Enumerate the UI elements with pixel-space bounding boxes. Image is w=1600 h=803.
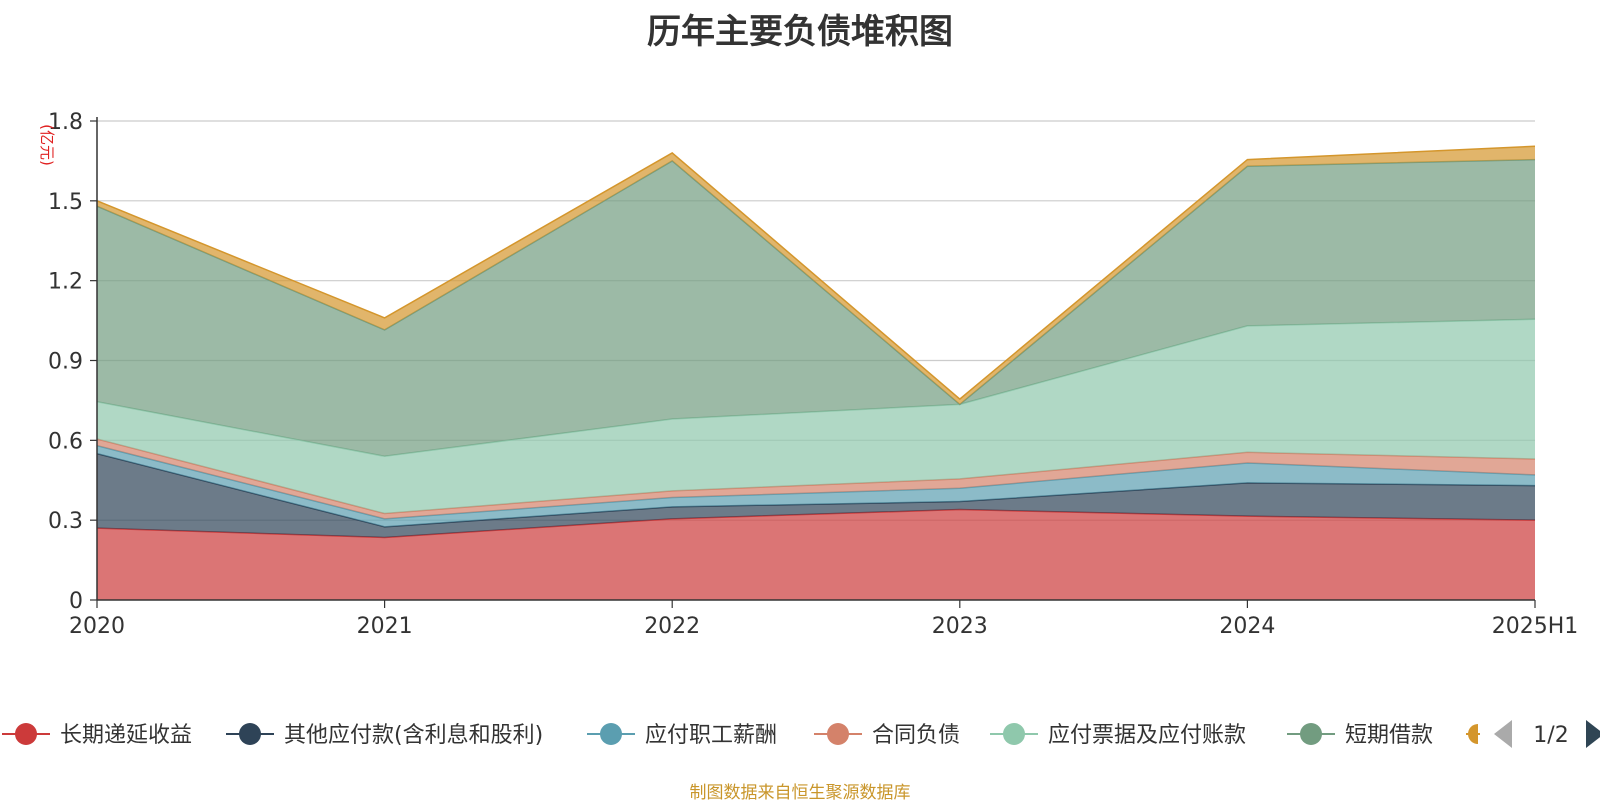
area-series-layer xyxy=(96,145,1536,600)
legend-label: 其他应付款(含利息和股利) xyxy=(284,723,543,748)
legend-label: 合同负债 xyxy=(872,723,960,748)
x-tick-label: 2020 xyxy=(69,614,125,639)
area-其他应付款(含利息和股利) xyxy=(97,453,1535,538)
x-tick-label: 2024 xyxy=(1219,614,1275,639)
y-unit-label: (亿元) xyxy=(38,124,56,166)
legend-item: 应付票据及应付账款 xyxy=(990,723,1246,748)
legend-marker xyxy=(1300,723,1322,745)
legend-marker xyxy=(15,723,37,745)
area-应付票据及应付账款 xyxy=(97,319,1535,514)
legend-page-indicator: 1/2 xyxy=(1533,723,1568,748)
y-tick-label: 0 xyxy=(69,589,83,614)
legend: 长期递延收益 其他应付款(含利息和股利) 应付职工薪酬 合同负债 应付票据及应付账款 短期… xyxy=(2,720,1600,748)
y-tick-label: 1.2 xyxy=(48,270,83,295)
area-短期借款 xyxy=(97,159,1535,457)
y-tick-label: 1.8 xyxy=(48,110,83,135)
y-tick-label: 0.3 xyxy=(48,509,83,534)
x-tick-label: 2022 xyxy=(644,614,700,639)
legend-item: 应付职工薪酬 xyxy=(587,723,777,748)
legend-marker xyxy=(239,723,261,745)
legend-prev-arrow-icon xyxy=(1494,720,1512,748)
y-tick-label: 1.5 xyxy=(48,190,83,215)
legend-item: 其他应付款(含利息和股利) xyxy=(226,723,543,748)
x-tick-label: 2023 xyxy=(932,614,988,639)
axes: 0 0.3 0.6 0.9 1.2 1.5 1.8(亿元) 2020 2021 2022 2023 2… xyxy=(38,110,1578,639)
legend-item: 合同负债 xyxy=(814,723,960,748)
legend-marker xyxy=(1468,724,1478,744)
legend-marker xyxy=(600,723,622,745)
legend-item: 长期递延收益 xyxy=(2,723,192,748)
y-tick-label: 0.9 xyxy=(48,350,83,375)
legend-label: 应付票据及应付账款 xyxy=(1048,723,1246,748)
legend-item: 短期借款 xyxy=(1287,723,1433,748)
source-note: 制图数据来自恒生聚源数据库 xyxy=(689,783,911,803)
area-line-其他 xyxy=(96,145,1536,401)
legend-marker xyxy=(1003,723,1025,745)
x-tick-label: 2021 xyxy=(357,614,413,639)
area-长期递延收益 xyxy=(97,509,1535,600)
legend-label: 短期借款 xyxy=(1345,723,1433,748)
chart-title: 历年主要负债堆积图 xyxy=(647,12,953,52)
legend-label: 应付职工薪酬 xyxy=(645,723,777,748)
x-tick-label: 2025H1 xyxy=(1492,614,1579,639)
y-tick-label: 0.6 xyxy=(48,429,83,454)
legend-marker xyxy=(827,723,849,745)
legend-next-arrow-icon[interactable] xyxy=(1586,720,1600,748)
legend-label: 长期递延收益 xyxy=(60,723,192,748)
